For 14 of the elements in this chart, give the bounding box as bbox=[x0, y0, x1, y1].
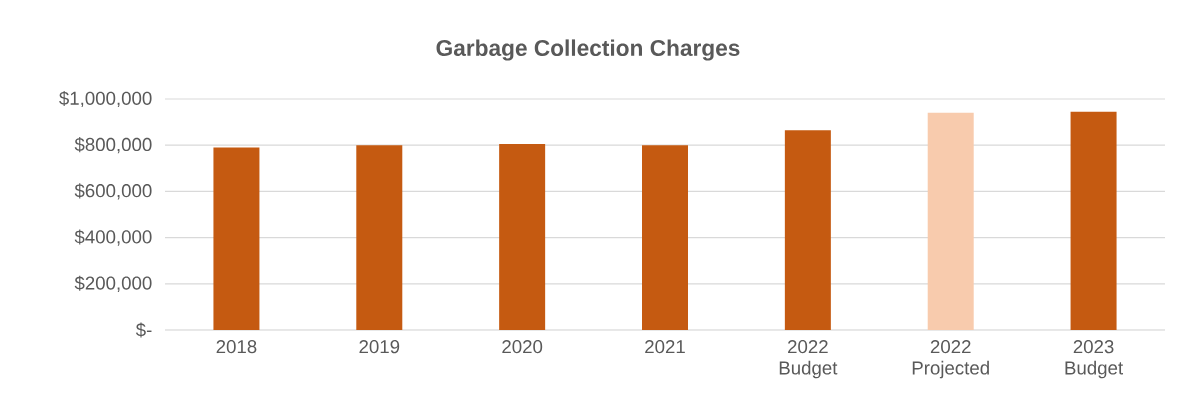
x-tick-label: 2021 bbox=[645, 340, 685, 354]
x-tick-label: 2022 Projected bbox=[912, 340, 989, 379]
x-tick-label: 2018 bbox=[216, 340, 257, 354]
y-tick-label: $400,000 bbox=[74, 229, 152, 246]
x-tick-label: 2022 Budget bbox=[779, 340, 838, 379]
x-tick-label: 2019 bbox=[359, 340, 400, 354]
x-tick-label: 2020 bbox=[502, 340, 543, 354]
y-tick-label: $- bbox=[135, 322, 152, 338]
chart-title: Garbage Collection Charges bbox=[436, 39, 740, 61]
y-tick-label: $600,000 bbox=[74, 183, 152, 200]
y-tick-label: $800,000 bbox=[74, 137, 152, 154]
y-tick-label: $200,000 bbox=[74, 275, 152, 292]
y-tick-label: $1,000,000 bbox=[59, 90, 152, 108]
x-tick-label: 2023 Budget bbox=[1065, 340, 1124, 379]
